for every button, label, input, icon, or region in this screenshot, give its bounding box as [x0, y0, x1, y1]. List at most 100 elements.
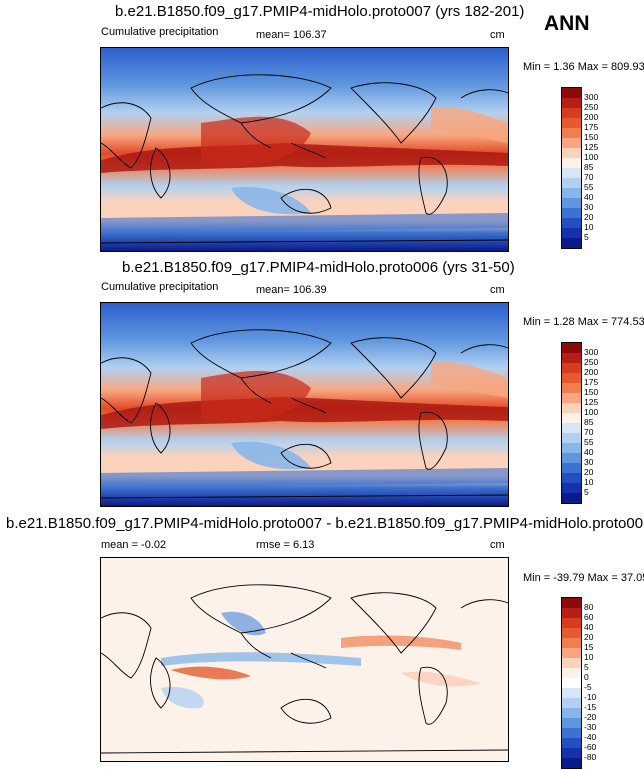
colorbar-swatch	[562, 403, 581, 413]
panel-middle-title: b.e21.B1850.f09_g17.PMIP4-midHolo.proto0…	[122, 259, 515, 276]
colorbar-tick-label: 20	[584, 632, 594, 642]
colorbar-swatch	[562, 108, 581, 118]
colorbar-swatch	[562, 758, 581, 768]
diff-negative-band	[161, 652, 361, 666]
colorbar-tick-label: -20	[584, 712, 597, 722]
colorbar-swatch	[562, 638, 581, 648]
panel-middle-map-svg	[101, 303, 508, 506]
colorbar-swatch	[562, 158, 581, 168]
colorbar-tick-label: 5	[584, 662, 589, 672]
colorbar-tick-label: 55	[584, 182, 594, 192]
colorbar-swatch	[562, 228, 581, 238]
colorbar-tick-label: 40	[584, 192, 594, 202]
colorbar-swatch	[562, 208, 581, 218]
colorbar-tick-label: 85	[584, 417, 594, 427]
panel-middle-colorbar-swatches	[561, 342, 582, 504]
colorbar-tick-label: 80	[584, 602, 594, 612]
panel-top-units: cm	[490, 29, 505, 41]
colorbar-swatch	[562, 393, 581, 403]
colorbar-tick-label: 100	[584, 152, 599, 162]
colorbar-tick-label: 125	[584, 142, 599, 152]
colorbar-tick-label: 200	[584, 112, 599, 122]
colorbar-swatch	[562, 658, 581, 668]
colorbar-tick-label: -80	[584, 752, 597, 762]
colorbar-swatch	[562, 598, 581, 608]
panel-difference-map-svg	[101, 558, 508, 761]
coastlines	[101, 74, 508, 244]
diff-positive-patch-west	[171, 666, 251, 680]
panel-difference-title: b.e21.B1850.f09_g17.PMIP4-midHolo.proto0…	[6, 515, 644, 532]
colorbar-tick-label: -60	[584, 742, 597, 752]
colorbar-tick-label: 300	[584, 92, 599, 102]
colorbar-swatch	[562, 728, 581, 738]
colorbar-swatch	[562, 708, 581, 718]
colorbar-swatch	[562, 128, 581, 138]
colorbar-swatch	[562, 678, 581, 688]
colorbar-tick-label: 70	[584, 172, 594, 182]
colorbar-tick-label: 10	[584, 652, 594, 662]
colorbar-swatch	[562, 748, 581, 758]
storm-track-north	[431, 106, 508, 143]
colorbar-tick-label: 5	[584, 487, 589, 497]
colorbar-swatch	[562, 413, 581, 423]
colorbar-tick-label: 250	[584, 102, 599, 112]
colorbar-tick-label: -15	[584, 702, 597, 712]
colorbar-swatch	[562, 238, 581, 248]
colorbar-swatch	[562, 118, 581, 128]
colorbar-tick-label: 15	[584, 642, 594, 652]
colorbar-swatch	[562, 718, 581, 728]
colorbar-tick-label: 10	[584, 477, 594, 487]
colorbar-tick-label: -30	[584, 722, 597, 732]
panel-middle-minmax: Min = 1.28 Max = 774.53	[523, 316, 644, 328]
colorbar-swatch	[562, 343, 581, 353]
colorbar-swatch	[562, 443, 581, 453]
colorbar-tick-label: 55	[584, 437, 594, 447]
colorbar-tick-label: 100	[584, 407, 599, 417]
colorbar-tick-label: -5	[584, 682, 592, 692]
panel-top-title: b.e21.B1850.f09_g17.PMIP4-midHolo.proto0…	[115, 3, 525, 20]
diff-positive-band-east	[341, 635, 461, 650]
colorbar-swatch	[562, 483, 581, 493]
colorbar-swatch	[562, 738, 581, 748]
colorbar-swatch	[562, 373, 581, 383]
panel-difference-units: cm	[490, 539, 505, 551]
colorbar-tick-label: 150	[584, 387, 599, 397]
coastlines	[101, 329, 508, 499]
warm-pool-region	[201, 370, 311, 422]
colorbar-tick-label: 20	[584, 212, 594, 222]
colorbar-tick-label: 10	[584, 222, 594, 232]
panel-top-mean-label: mean= 106.37	[256, 29, 327, 41]
colorbar-swatch	[562, 648, 581, 658]
colorbar-tick-label: 40	[584, 622, 594, 632]
colorbar-swatch	[562, 88, 581, 98]
colorbar-tick-label: 5	[584, 232, 589, 242]
colorbar-swatch	[562, 168, 581, 178]
colorbar-swatch	[562, 453, 581, 463]
panel-middle-map	[100, 302, 509, 507]
colorbar-tick-label: 70	[584, 427, 594, 437]
colorbar-tick-label: 125	[584, 397, 599, 407]
colorbar-swatch	[562, 473, 581, 483]
colorbar-tick-label: 150	[584, 132, 599, 142]
colorbar-swatch	[562, 363, 581, 373]
colorbar-swatch	[562, 493, 581, 503]
diff-positive-patch-south-east	[401, 671, 481, 687]
colorbar-tick-label: 60	[584, 612, 594, 622]
colorbar-tick-label: -40	[584, 732, 597, 742]
storm-track-north	[431, 361, 508, 398]
panel-difference-rmse-label: rmse = 6.13	[256, 539, 315, 551]
colorbar-tick-label: 175	[584, 122, 599, 132]
colorbar-swatch	[562, 148, 581, 158]
colorbar-swatch	[562, 688, 581, 698]
diff-negative-patch-north	[221, 611, 266, 636]
season-label: ANN	[544, 12, 590, 35]
colorbar-swatch	[562, 383, 581, 393]
panel-middle-units: cm	[490, 284, 505, 296]
colorbar-swatch	[562, 353, 581, 363]
panel-difference-minmax: Min = -39.79 Max = 37.05	[523, 572, 644, 584]
southern-ocean-band	[101, 213, 508, 233]
colorbar-tick-label: 20	[584, 467, 594, 477]
panel-difference-map	[100, 557, 509, 762]
panel-difference-colorbar-swatches	[561, 597, 582, 769]
colorbar-tick-label: 200	[584, 367, 599, 377]
